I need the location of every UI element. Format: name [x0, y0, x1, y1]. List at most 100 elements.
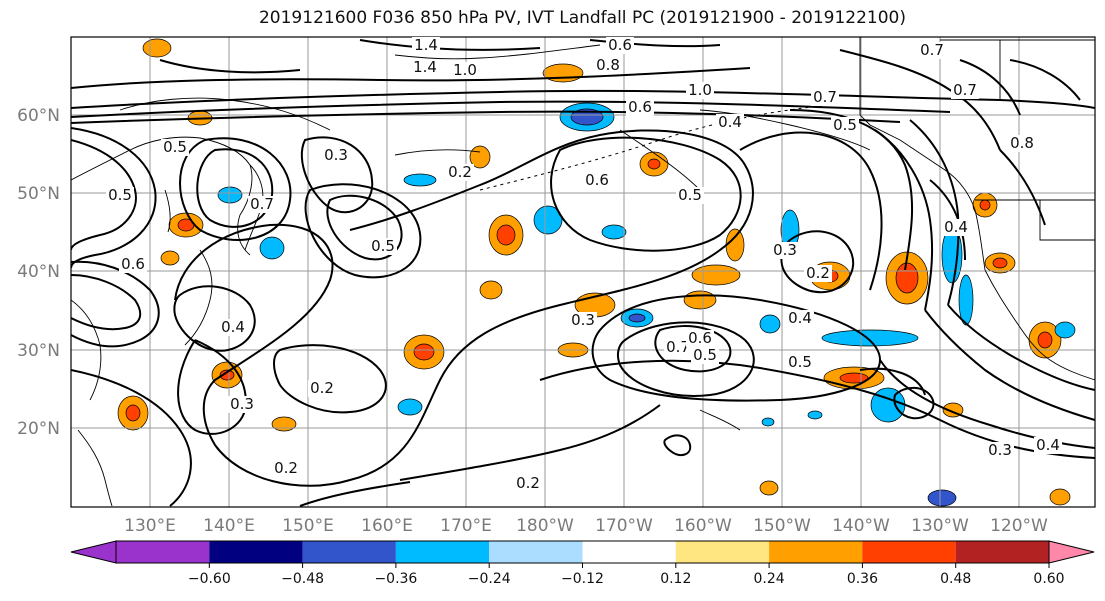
graticule: [71, 37, 1095, 507]
contour-label: 0.5: [693, 346, 717, 364]
colorbar-segment: [395, 541, 490, 563]
contour-label-bg: [686, 330, 714, 347]
colorbar-tick-label: 0.24: [754, 571, 785, 587]
contour-label-bg: [716, 114, 744, 131]
colorbar-extend-low: [70, 540, 117, 564]
contour-label: 0.6: [585, 171, 609, 189]
contour-label: 0.3: [571, 311, 595, 329]
contour-label-bg: [451, 62, 479, 79]
contour-label: 0.5: [833, 116, 857, 134]
contour-label: 1.4: [414, 36, 438, 54]
contour-label: 0.7: [250, 195, 274, 213]
longitude-label: 160°W: [674, 516, 732, 536]
colorbar-tick-label: −0.60: [188, 571, 231, 587]
contour-label-bg: [308, 380, 336, 397]
contour-label-bg: [119, 256, 147, 273]
contour-label: 0.5: [678, 186, 702, 204]
colorbar-segment: [862, 541, 956, 563]
contour-label: 0.6: [628, 98, 652, 116]
contour-label: 0.4: [221, 318, 245, 336]
colorbar-segment: [769, 541, 863, 563]
contour-label-bg: [514, 475, 542, 492]
map-frame: [70, 36, 1096, 508]
colorbar-segment: [955, 541, 1049, 563]
contour-label: 0.6: [688, 329, 712, 347]
colorbar-tick-label: −0.36: [374, 571, 417, 587]
colorbar-segment: [209, 541, 303, 563]
longitude-label: 120°W: [990, 516, 1048, 536]
longitude-labels: 130°E 140°E 150°E 160°E 170°E 180°W 170°W 160°W…: [124, 516, 1048, 536]
colorbar-segment: [582, 541, 676, 563]
colorbar-tick-label: −0.12: [561, 571, 604, 587]
contour-label-bg: [771, 242, 799, 259]
contour-label-bg: [1034, 437, 1062, 454]
contour-label: 0.4: [788, 309, 812, 327]
contour-label-bg: [606, 37, 634, 54]
island-chain: [479, 104, 831, 191]
contour-label: 1.0: [453, 61, 477, 79]
contour-label-bg: [248, 196, 276, 213]
latitude-label: 40°N: [17, 262, 60, 282]
contour-label-bg: [786, 310, 814, 327]
latitude-label: 30°N: [17, 341, 60, 361]
contour-label-bg: [228, 396, 256, 413]
longitude-label: 170°E: [440, 516, 492, 536]
contour-label-bg: [106, 187, 134, 204]
longitude-label: 160°E: [361, 516, 413, 536]
colorbar-tick-label: 0.48: [940, 571, 971, 587]
contour-label: 0.7: [920, 41, 944, 59]
latitude-labels: 60°N 50°N 40°N 30°N 20°N: [17, 106, 60, 439]
contour-label: 1.0: [688, 81, 712, 99]
latitude-label: 50°N: [17, 184, 60, 204]
longitude-label: 150°W: [753, 516, 811, 536]
contour-label-bg: [786, 354, 814, 371]
pv-contours: [71, 39, 1095, 507]
colorbar-segment: [302, 541, 396, 563]
contour-label: 0.4: [1036, 436, 1060, 454]
contour-label: 0.7: [666, 338, 690, 356]
contour-label: 0.4: [718, 113, 742, 131]
contour-label-bg: [951, 82, 979, 99]
contour-label: 0.5: [163, 138, 187, 156]
contour-label-bg: [942, 219, 970, 236]
longitude-label: 180°W: [516, 516, 574, 536]
contour-label-layer: 1.41.4 1.00.60.80.70.71.0 0.70.50.80.60.40…: [106, 36, 1062, 492]
contour-label: 0.3: [324, 146, 348, 164]
contour-label-bg: [322, 147, 350, 164]
coastlines: [71, 37, 1095, 507]
contour-label-bg: [986, 442, 1014, 459]
contour-label-bg: [161, 139, 189, 156]
colorbar-tick-label: −0.24: [468, 571, 511, 587]
longitude-label: 130°W: [911, 516, 969, 536]
latitude-label: 60°N: [17, 106, 60, 126]
contour-label-bg: [626, 99, 654, 116]
contour-label: 0.6: [608, 36, 632, 54]
colorbar-tick-label: 0.12: [660, 571, 691, 587]
longitude-label: 150°E: [282, 516, 334, 536]
colorbar-segment: [675, 541, 770, 563]
contour-label-bg: [918, 42, 946, 59]
contour-label: 0.2: [806, 264, 830, 282]
contour-label-bg: [583, 172, 611, 189]
contour-label: 0.3: [230, 395, 254, 413]
contour-label-bg: [369, 238, 397, 255]
contour-label: 0.5: [788, 353, 812, 371]
contour-label: 0.7: [813, 88, 837, 106]
contour-label: 0.5: [371, 237, 395, 255]
contour-label: 0.6: [121, 255, 145, 273]
latitude-label: 20°N: [17, 419, 60, 439]
contour-label-bg: [411, 59, 439, 76]
contour-label: 0.4: [944, 218, 968, 236]
pv-shading: [117, 38, 1076, 507]
contour-label-bg: [594, 57, 622, 74]
contour-label-bg: [686, 82, 714, 99]
contour-label: 0.3: [773, 241, 797, 259]
contour-label-bg: [1008, 135, 1036, 152]
contour-label-bg: [412, 37, 440, 54]
contour-label-bg: [664, 339, 692, 356]
contour-label-bg: [569, 312, 597, 329]
contour-label: 0.3: [988, 441, 1012, 459]
contour-label-bg: [676, 187, 704, 204]
contour-label-bg: [446, 164, 474, 181]
longitude-label: 140°E: [203, 516, 255, 536]
